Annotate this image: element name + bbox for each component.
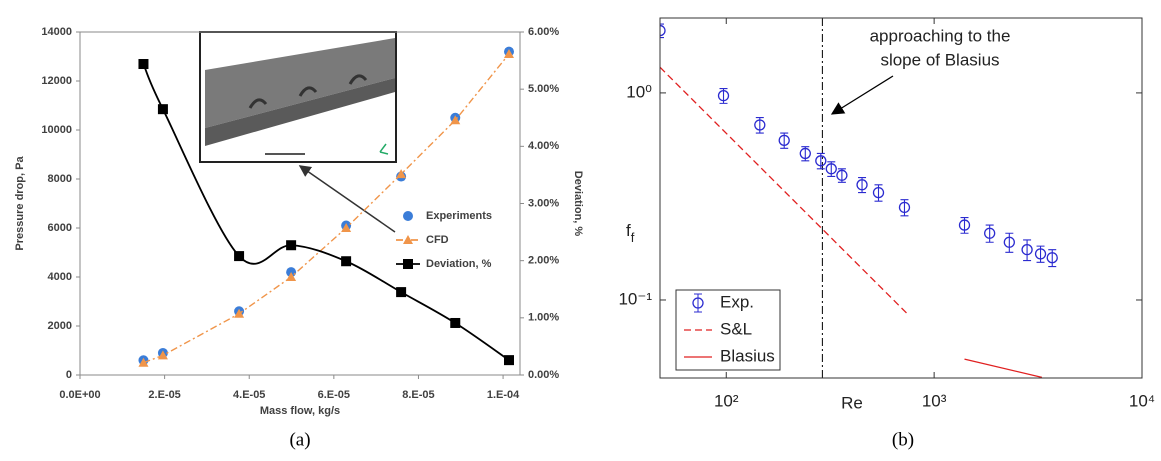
marker [138,59,148,69]
annotation: slope of Blasius [880,50,999,69]
y-tick-label: 12000 [41,75,72,87]
y2-tick-label: 1.00% [528,312,559,324]
series-line [660,67,908,314]
marker [450,318,460,328]
y2-axis-title: Deviation, % [572,171,584,237]
marker [341,256,351,266]
y-tick-label: 0 [66,369,72,381]
y-tick-label: 10⁰ [626,82,652,101]
annotation: approaching to the [870,26,1011,45]
legend-label: Blasius [720,346,775,365]
y2-tick-label: 0.00% [528,369,559,381]
y-axis-title: ff [626,221,635,245]
x-tick-label: 4.E-05 [233,389,265,401]
y2-tick-label: 5.00% [528,83,559,95]
annotation-arrow [832,76,893,114]
y-tick-label: 10⁻¹ [618,289,652,308]
y-tick-label: 8000 [48,173,72,185]
x-tick-label: 6.E-05 [318,389,350,401]
y-axis-title: Pressure drop, Pa [14,156,26,251]
y2-tick-label: 6.00% [528,26,559,38]
y-tick-label: 2000 [48,320,72,332]
y2-tick-label: 2.00% [528,255,559,267]
marker [286,240,296,250]
x-tick-label: 2.E-05 [148,389,180,401]
x-tick-label: 10⁴ [1129,391,1155,410]
marker [158,104,168,114]
x-axis-title: Re [841,393,863,412]
marker [396,287,406,297]
legend-label: Experiments [426,210,492,222]
x-tick-label: 10³ [922,391,947,410]
y2-tick-label: 3.00% [528,197,559,209]
x-axis-title: Mass flow, kg/s [260,405,340,417]
y-tick-label: 4000 [48,271,72,283]
y-tick-label: 14000 [41,26,72,38]
legend-label: Exp. [720,292,754,311]
series-line [965,359,1042,377]
x-tick-label: 0.0E+00 [59,389,100,401]
legend-marker [403,259,413,269]
x-tick-label: 10² [714,391,739,410]
marker [234,251,244,261]
legend-label: Deviation, % [426,258,492,270]
x-tick-label: 8.E-05 [402,389,434,401]
error-bar [1023,240,1031,261]
y-tick-label: 6000 [48,222,72,234]
legend-label: S&L [720,319,752,338]
error-bar [1005,233,1013,252]
y2-tick-label: 4.00% [528,140,559,152]
x-tick-label: 1.E-04 [487,389,520,401]
legend-marker [403,211,413,221]
caption: (b) [892,429,914,450]
inset-image [200,32,396,162]
figure: 0 2000 4000 6000 8000 10000 12000 14000 0.00% 1.0… [0,0,1161,461]
y-axis-title-sub: f [631,230,635,245]
caption: (a) [289,429,310,450]
legend-label: CFD [426,234,449,246]
y-tick-label: 10000 [41,124,72,136]
marker [504,355,514,365]
